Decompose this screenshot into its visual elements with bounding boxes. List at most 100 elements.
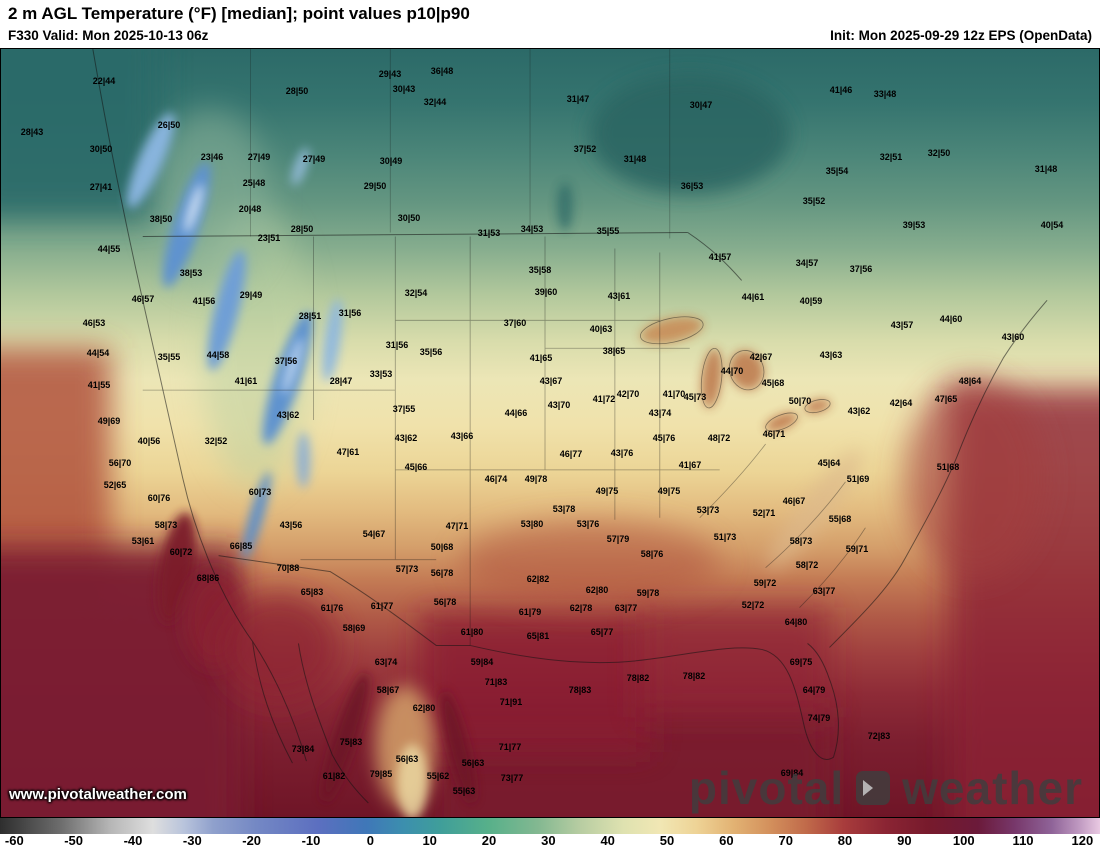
- point-value: 59|71: [845, 544, 869, 554]
- point-value: 22|44: [92, 76, 116, 86]
- point-value: 51|68: [936, 462, 960, 472]
- point-value: 57|73: [395, 564, 419, 574]
- point-value: 62|80: [585, 585, 609, 595]
- point-value: 41|70: [662, 389, 686, 399]
- init-time-label: Init: Mon 2025-09-29 12z EPS (OpenData): [830, 28, 1092, 43]
- point-value: 68|86: [196, 573, 220, 583]
- point-value: 42|64: [889, 398, 913, 408]
- point-value: 63|77: [812, 586, 836, 596]
- colorbar-tick-label: 0: [366, 833, 374, 848]
- point-value: 29|50: [363, 181, 387, 191]
- point-value: 31|48: [623, 154, 647, 164]
- point-value: 41|56: [192, 296, 216, 306]
- point-value: 50|70: [788, 396, 812, 406]
- temperature-map[interactable]: 22|44 28|50 29|43 36|48 32|44 30|43 31|47 30|47…: [0, 48, 1100, 818]
- point-value: 27|49: [247, 152, 271, 162]
- valid-time-label: F330 Valid: Mon 2025-10-13 06z: [8, 28, 209, 43]
- point-value: 61|77: [370, 601, 394, 611]
- point-value: 44|70: [720, 366, 744, 376]
- point-value: 31|47: [566, 94, 590, 104]
- point-value: 56|78: [433, 597, 457, 607]
- point-value: 44|66: [504, 408, 528, 418]
- point-value: 35|54: [825, 166, 849, 176]
- point-value: 36|48: [430, 66, 454, 76]
- point-value: 46|67: [782, 496, 806, 506]
- point-value: 62|82: [526, 574, 550, 584]
- point-value: 53|76: [576, 519, 600, 529]
- point-value: 32|52: [204, 436, 228, 446]
- point-value: 40|59: [799, 296, 823, 306]
- point-value: 47|65: [934, 394, 958, 404]
- point-value: 73|84: [291, 744, 315, 754]
- point-value: 43|63: [819, 350, 843, 360]
- colorbar-tick-label: 90: [897, 833, 912, 848]
- point-value: 43|62: [276, 410, 300, 420]
- point-value: 61|80: [460, 627, 484, 637]
- point-value: 43|56: [279, 520, 303, 530]
- point-value: 56|70: [108, 458, 132, 468]
- point-value: 48|64: [958, 376, 982, 386]
- point-value: 32|44: [423, 97, 447, 107]
- point-value: 20|48: [238, 204, 262, 214]
- point-value: 44|55: [97, 244, 121, 254]
- coastlines-and-borders: [92, 49, 1048, 804]
- point-value: 56|63: [395, 754, 419, 764]
- point-value: 33|53: [369, 369, 393, 379]
- point-value: 58|69: [342, 623, 366, 633]
- point-value: 49|75: [595, 486, 619, 496]
- point-value: 52|71: [752, 508, 776, 518]
- point-value: 63|74: [374, 657, 398, 667]
- point-value: 37|52: [573, 144, 597, 154]
- point-value: 74|79: [807, 713, 831, 723]
- point-value: 41|72: [592, 394, 616, 404]
- point-value: 35|52: [802, 196, 826, 206]
- point-value: 58|76: [640, 549, 664, 559]
- hot-region-overlays: [157, 450, 863, 817]
- point-value: 28|47: [329, 376, 353, 386]
- point-value: 41|55: [87, 380, 111, 390]
- point-value: 43|62: [394, 433, 418, 443]
- point-value: 78|82: [682, 671, 706, 681]
- map-art: [1, 49, 1099, 817]
- point-value: 56|63: [461, 758, 485, 768]
- temperature-colorbar: -60 -50 -40 -30 -20 -10 0 10 20 30 40 50 60 70 80 90 100…: [0, 818, 1100, 850]
- point-value: 27|49: [302, 154, 326, 164]
- point-value: 30|43: [392, 84, 416, 94]
- province-borders: [250, 49, 671, 239]
- point-value: 28|43: [20, 127, 44, 137]
- point-value: 44|60: [939, 314, 963, 324]
- point-value: 62|78: [569, 603, 593, 613]
- point-value: 49|69: [97, 416, 121, 426]
- point-value: 32|50: [927, 148, 951, 158]
- colorbar-tick-label: 60: [719, 833, 734, 848]
- point-value: 45|68: [761, 378, 785, 388]
- point-value: 79|85: [369, 769, 393, 779]
- point-value: 45|73: [683, 392, 707, 402]
- point-value: 43|76: [610, 448, 634, 458]
- point-value: 64|80: [784, 617, 808, 627]
- state-borders: [142, 236, 866, 646]
- point-value: 64|79: [802, 685, 826, 695]
- brand-weather-text: weather: [902, 762, 1083, 814]
- point-value: 51|69: [846, 474, 870, 484]
- point-value: 43|61: [607, 291, 631, 301]
- point-value: 41|65: [529, 353, 553, 363]
- point-value: 59|72: [753, 578, 777, 588]
- point-value: 47|61: [336, 447, 360, 457]
- point-value: 23|51: [257, 233, 281, 243]
- point-value: 43|67: [539, 376, 563, 386]
- watermark-url: www.pivotalweather.com: [9, 786, 187, 803]
- point-value: 32|51: [879, 152, 903, 162]
- point-value: 40|56: [137, 436, 161, 446]
- point-value: 43|70: [547, 400, 571, 410]
- point-value: 71|91: [499, 697, 523, 707]
- point-value: 61|82: [322, 771, 346, 781]
- point-value: 53|80: [520, 519, 544, 529]
- point-value: 41|67: [678, 460, 702, 470]
- colorbar-tick-label: -10: [301, 833, 321, 848]
- point-value: 29|49: [239, 290, 263, 300]
- point-value: 54|67: [362, 529, 386, 539]
- point-value: 78|82: [626, 673, 650, 683]
- point-value: 29|43: [378, 69, 402, 79]
